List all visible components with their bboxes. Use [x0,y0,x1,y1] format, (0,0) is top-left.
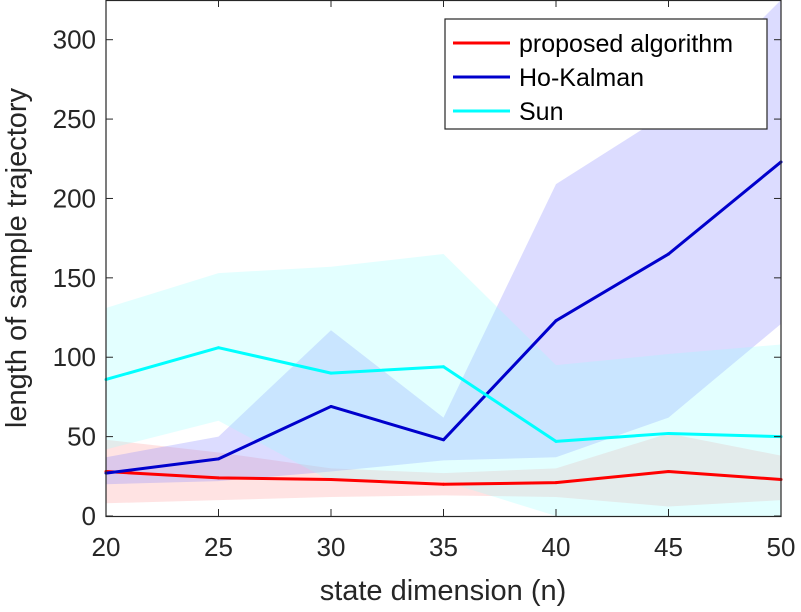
y-tick-label: 200 [53,183,96,213]
point-sun-40 [554,439,558,443]
x-tick-labels: 20 25 30 35 40 45 50 [92,532,796,562]
point-sun-30 [329,371,333,375]
point-sun-35 [442,365,445,369]
point-proposed-algorithm-45 [667,470,670,474]
x-tick-label: 25 [204,532,233,562]
confidence-bands [106,0,781,516]
legend-label-sun: Sun [519,98,563,126]
point-proposed-algorithm-35 [442,482,445,486]
point-ho-kalman-40 [554,319,558,323]
legend-label-ho-kalman: Ho-Kalman [519,64,644,92]
x-tick-label: 20 [92,532,121,562]
series-lines [104,160,783,486]
y-axis-label: length of sample trajectory [1,87,33,428]
point-sun-25 [217,346,220,350]
legend: proposed algorithm Ho-Kalman Sun [444,18,768,130]
point-proposed-algorithm-40 [554,481,558,485]
x-tick-label: 40 [542,532,571,562]
point-ho-kalman-30 [329,404,333,408]
legend-label-proposed-algorithm: proposed algorithm [519,30,733,58]
point-sun-45 [667,431,670,435]
y-tick-label: 50 [67,422,96,452]
y-tick-label: 0 [82,501,96,531]
y-tick-labels: 0 50 100 150 200 250 300 [53,25,96,531]
band-ho-kalman [106,0,781,485]
x-tick-label: 30 [317,532,346,562]
point-ho-kalman-35 [442,438,445,442]
band-proposed-algorithm [106,433,781,507]
y-tick-label: 100 [53,342,96,372]
band-sun [106,254,781,516]
x-axis-label: state dimension (n) [320,575,567,607]
point-ho-kalman-25 [217,457,220,461]
point-ho-kalman-45 [667,252,670,256]
axis-ticks [105,0,782,517]
x-tick-label: 45 [654,532,683,562]
y-tick-label: 150 [53,263,96,293]
x-tick-label: 50 [767,532,796,562]
y-tick-label: 250 [53,104,96,134]
point-proposed-algorithm-30 [329,477,333,481]
point-proposed-algorithm-25 [217,476,220,480]
y-tick-label: 300 [53,25,96,55]
x-tick-label: 35 [429,532,458,562]
